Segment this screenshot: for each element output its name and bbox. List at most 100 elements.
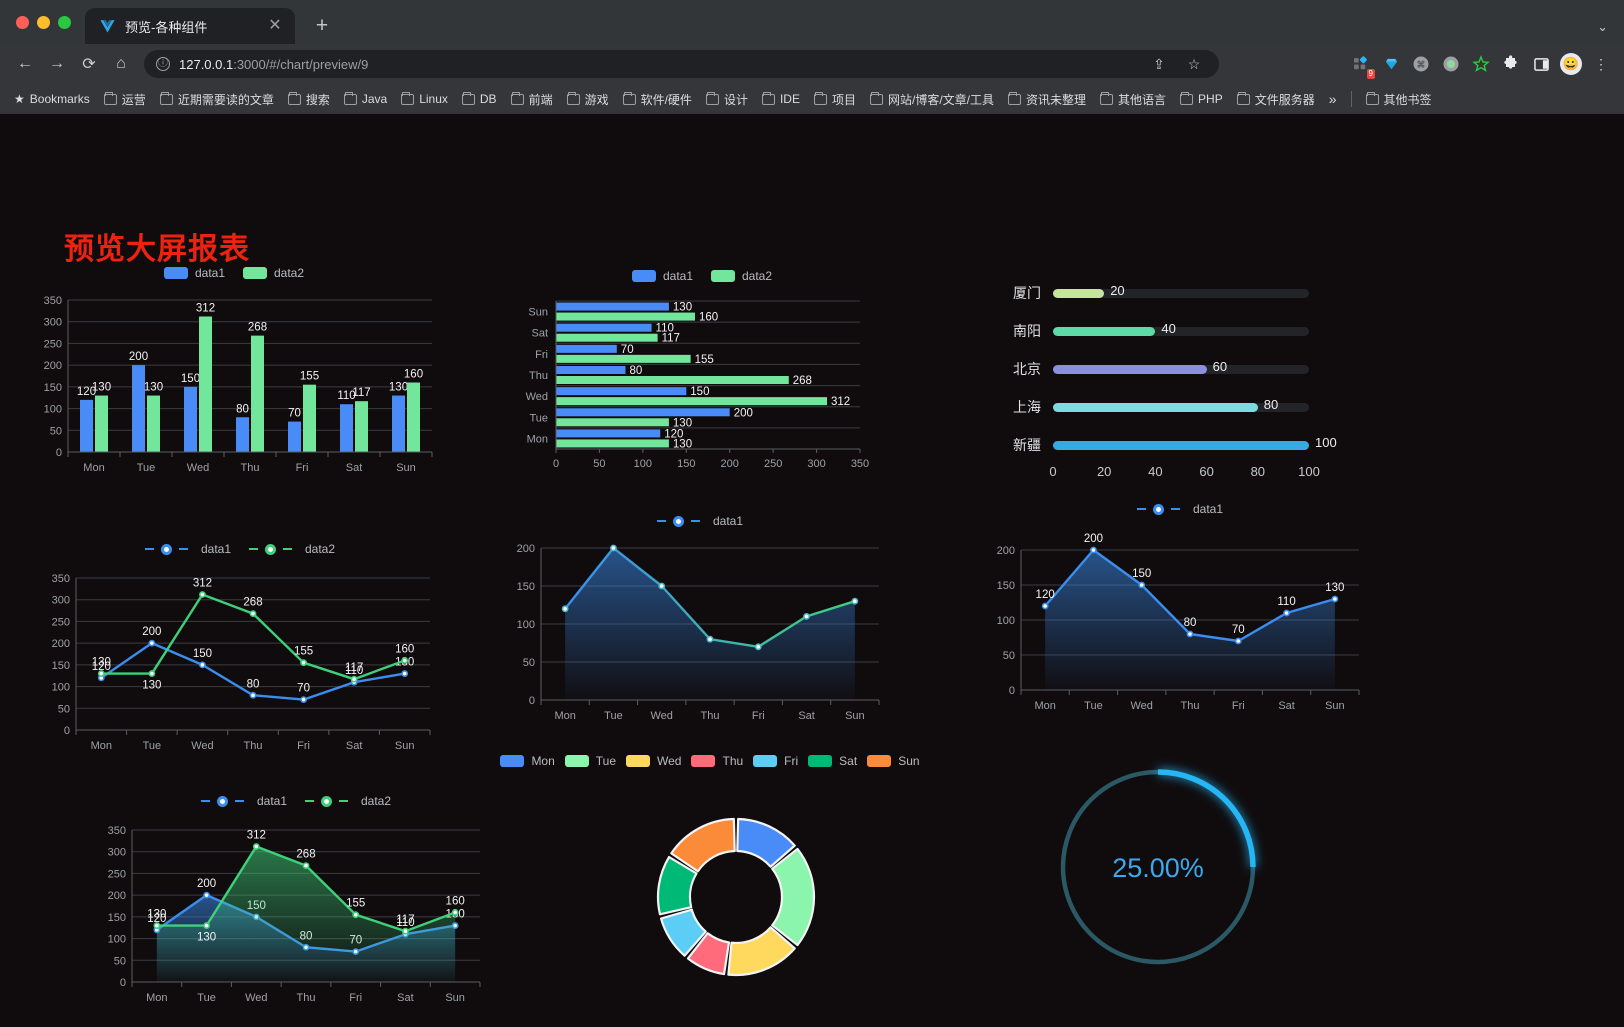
- svg-text:Wed: Wed: [526, 391, 548, 403]
- legend-marker: [216, 795, 228, 807]
- legend-item-mon[interactable]: Mon: [500, 754, 555, 768]
- window-controls[interactable]: [12, 0, 85, 44]
- bookmark-folder-6[interactable]: 前端: [505, 88, 559, 111]
- chrome-menu-icon[interactable]: ⋮: [1594, 55, 1608, 72]
- svg-text:150: 150: [1132, 568, 1151, 580]
- command-extension-icon[interactable]: ⌘: [1408, 51, 1434, 77]
- svg-text:Sun: Sun: [1325, 700, 1345, 712]
- minimize-window-button[interactable]: [37, 15, 50, 29]
- svg-text:300: 300: [52, 595, 70, 607]
- legend-item-data2[interactable]: data2: [711, 269, 772, 283]
- bookmark-folder-15[interactable]: PHP: [1174, 89, 1229, 109]
- bookmark-label: 搜索: [305, 92, 330, 107]
- legend-item-thu[interactable]: Thu: [691, 754, 743, 768]
- bookmark-folder-7[interactable]: 游戏: [561, 88, 615, 111]
- bookmark-star-icon[interactable]: ☆: [1187, 55, 1201, 72]
- svg-text:Sat: Sat: [346, 740, 363, 752]
- bookmark-folder-12[interactable]: 网站/博客/文章/工具: [864, 88, 1000, 111]
- bookmark-folder-3[interactable]: Java: [338, 89, 393, 109]
- new-tab-button[interactable]: +: [315, 14, 329, 37]
- svg-text:117: 117: [396, 914, 414, 926]
- bookmark-folder-11[interactable]: 项目: [808, 88, 862, 111]
- svg-text:100: 100: [44, 404, 62, 416]
- tab-close-icon[interactable]: ✕: [268, 17, 282, 34]
- profile-avatar-icon[interactable]: 😀: [1558, 51, 1584, 77]
- progress-track: 40: [1053, 321, 1309, 336]
- bookmark-folder-5[interactable]: DB: [456, 89, 503, 109]
- svg-text:200: 200: [142, 626, 161, 638]
- diamond-extension-icon[interactable]: [1378, 51, 1404, 77]
- bookmark-label: Linux: [419, 92, 448, 106]
- circle-extension-icon[interactable]: [1438, 51, 1464, 77]
- legend-item-tue[interactable]: Tue: [564, 754, 616, 768]
- progress-label: 上海: [1013, 400, 1041, 416]
- bookmark-folder-13[interactable]: 资讯未整理: [1002, 88, 1092, 111]
- progress-fill: [1053, 288, 1105, 298]
- legend-item-data1[interactable]: data1: [656, 514, 744, 528]
- progress-value: 40: [1161, 320, 1176, 336]
- folder-icon: [566, 91, 580, 105]
- browser-tab[interactable]: 预览-各种组件 ✕: [85, 8, 295, 44]
- forward-button[interactable]: →: [49, 55, 65, 72]
- legend-item-wed[interactable]: Wed: [626, 754, 681, 768]
- bookmark-folder-8[interactable]: 软件/硬件: [617, 88, 698, 111]
- reload-button[interactable]: ⟳: [82, 56, 96, 73]
- share-icon[interactable]: ⇪: [1153, 55, 1165, 72]
- legend-item-data1[interactable]: data1: [163, 266, 225, 280]
- close-window-button[interactable]: [16, 15, 29, 29]
- svg-text:130: 130: [142, 680, 161, 692]
- bookmarks-divider: [1350, 91, 1352, 107]
- legend-item-data1[interactable]: data1: [144, 542, 231, 556]
- progress-row: 上海 80: [995, 388, 1385, 426]
- bookmark-folder-4[interactable]: Linux: [395, 89, 454, 109]
- bookmark-folder-10[interactable]: IDE: [756, 89, 806, 109]
- bookmark-folder-9[interactable]: 设计: [700, 88, 754, 111]
- extension-grid-icon[interactable]: 9: [1348, 51, 1375, 79]
- chevron-down-icon[interactable]: ⌄: [1597, 19, 1608, 34]
- bookmark-manager-entry[interactable]: ★ Bookmarks: [8, 89, 96, 109]
- address-bar[interactable]: ⓘ 127.0.0.1:3000/#/chart/preview/9 ⇪ ☆: [144, 50, 1219, 78]
- legend-marker: [1152, 503, 1164, 515]
- legend-item-sat[interactable]: Sat: [808, 754, 857, 768]
- bookmark-folder-2[interactable]: 搜索: [282, 88, 336, 111]
- chart-area-dual: data1 data2 0 50 100 150 200 250 300 350 Mon Tue W…: [96, 794, 496, 1012]
- site-info-icon[interactable]: ⓘ: [156, 57, 170, 71]
- legend-item-data1[interactable]: data1: [200, 794, 287, 808]
- svg-text:Tue: Tue: [604, 710, 623, 722]
- legend-item-data2[interactable]: data2: [249, 542, 335, 556]
- bookmarks-overflow-button[interactable]: »: [1328, 91, 1337, 107]
- legend-item-data1[interactable]: data1: [631, 269, 693, 283]
- legend-line-gradient: data1: [505, 514, 895, 528]
- avatar: 😀: [1560, 53, 1582, 75]
- legend-item-data2[interactable]: data2: [305, 794, 391, 808]
- other-bookmarks-folder[interactable]: 其他书签: [1360, 88, 1438, 111]
- svg-text:130: 130: [673, 438, 692, 450]
- legend-item-fri[interactable]: Fri: [753, 754, 798, 768]
- puzzle-extensions-icon[interactable]: [1498, 51, 1524, 77]
- legend-item-data1[interactable]: data1: [1136, 502, 1223, 516]
- legend-label: data1: [256, 794, 287, 808]
- star-outline-extension-icon[interactable]: [1468, 51, 1494, 77]
- bookmark-folder-16[interactable]: 文件服务器: [1231, 88, 1321, 111]
- home-button[interactable]: ⌂: [116, 55, 126, 72]
- svg-text:50: 50: [523, 657, 535, 669]
- svg-text:0: 0: [1009, 685, 1015, 697]
- bookmark-folder-0[interactable]: 运营: [98, 88, 152, 111]
- folder-icon: [813, 91, 827, 105]
- extension-badge-count: 9: [1366, 69, 1375, 79]
- sidepanel-icon[interactable]: [1528, 51, 1554, 77]
- bookmark-folder-14[interactable]: 其他语言: [1094, 88, 1172, 111]
- svg-text:150: 150: [690, 386, 709, 398]
- legend-item-sun[interactable]: Sun: [867, 754, 920, 768]
- legend-item-data2[interactable]: data2: [243, 266, 304, 280]
- svg-text:250: 250: [44, 338, 62, 350]
- folder-icon: [1008, 91, 1021, 105]
- bookmark-folder-1[interactable]: 近期需要读的文章: [154, 88, 280, 111]
- bookmark-label: 文件服务器: [1254, 92, 1315, 107]
- bookmark-label: 项目: [831, 92, 856, 107]
- back-button[interactable]: ←: [17, 55, 33, 72]
- legend-label: data1: [712, 514, 744, 528]
- svg-text:150: 150: [181, 373, 200, 385]
- maximize-window-button[interactable]: [58, 15, 71, 29]
